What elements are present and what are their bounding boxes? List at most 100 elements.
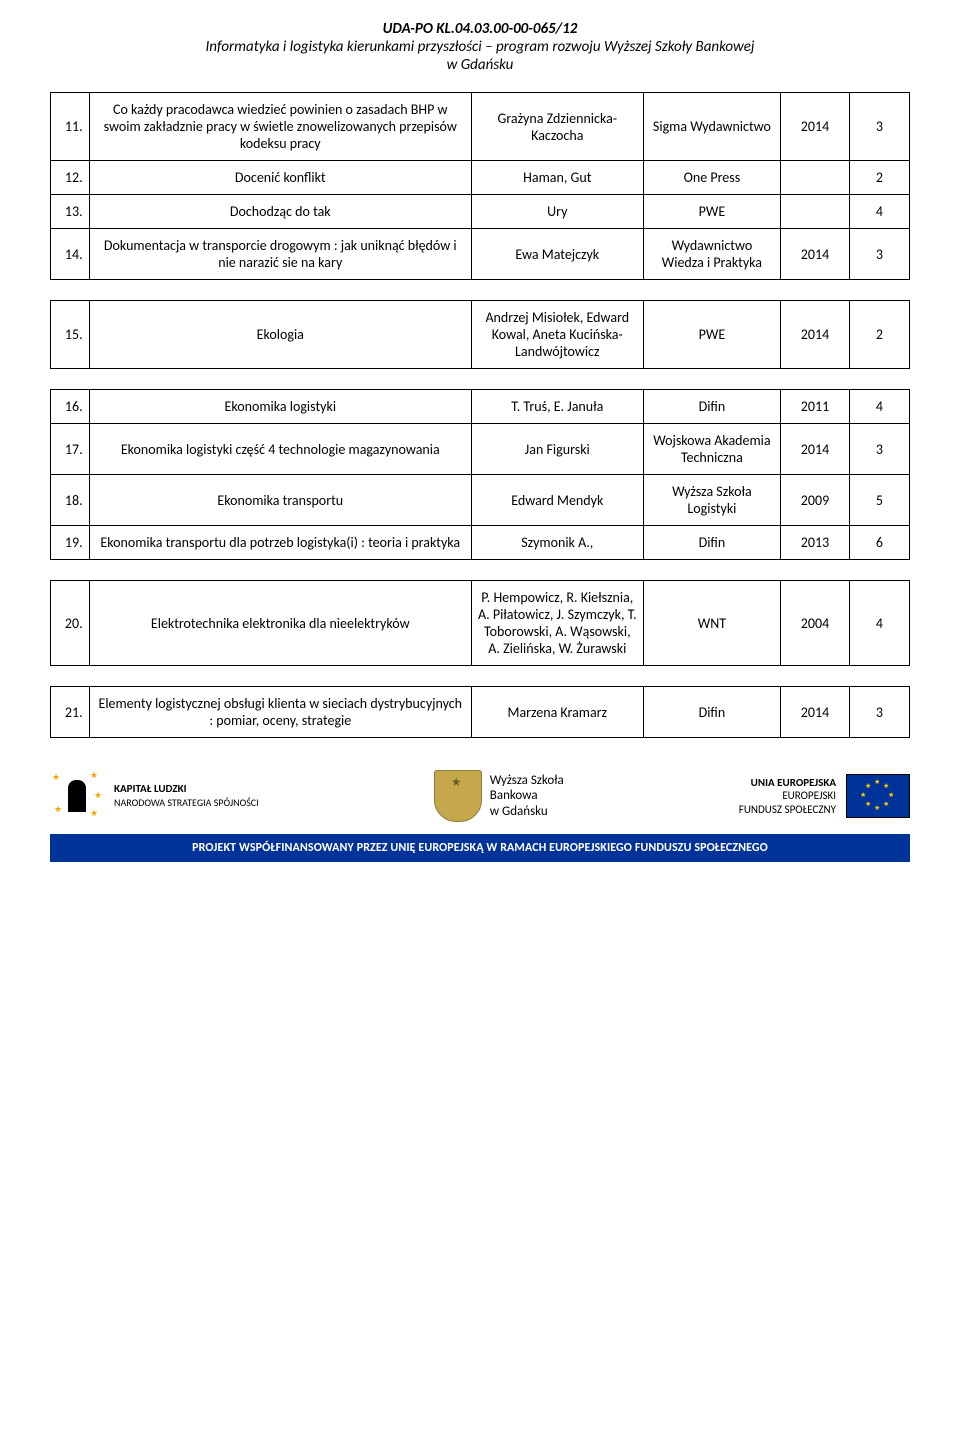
book-title: Docenić konflikt bbox=[89, 161, 471, 195]
book-year bbox=[781, 195, 850, 229]
footer-logos: ★ ★ ★ ★ ★ KAPITAŁ LUDZKI NARODOWA STRATE… bbox=[50, 768, 910, 824]
book-publisher: PWE bbox=[643, 301, 780, 369]
book-quantity: 4 bbox=[849, 390, 909, 424]
book-table-4: 20.Elektrotechnika elektronika dla nieel… bbox=[50, 580, 910, 666]
table-row: 17.Ekonomika logistyki część 4 technolog… bbox=[51, 424, 910, 475]
table-row: 12.Docenić konfliktHaman, GutOne Press 2 bbox=[51, 161, 910, 195]
book-quantity: 5 bbox=[849, 475, 909, 526]
book-publisher: One Press bbox=[643, 161, 780, 195]
book-year: 2011 bbox=[781, 390, 850, 424]
book-quantity: 3 bbox=[849, 93, 909, 161]
book-quantity: 2 bbox=[849, 161, 909, 195]
book-author: Jan Figurski bbox=[471, 424, 643, 475]
book-year: 2009 bbox=[781, 475, 850, 526]
table-row: 18.Ekonomika transportuEdward MendykWyżs… bbox=[51, 475, 910, 526]
book-author: Haman, Gut bbox=[471, 161, 643, 195]
book-author: T. Truś, E. Januła bbox=[471, 390, 643, 424]
table-row: 19.Ekonomika transportu dla potrzeb logi… bbox=[51, 526, 910, 560]
book-title: Ekonomika transportu dla potrzeb logisty… bbox=[89, 526, 471, 560]
book-title: Ekonomika logistyki bbox=[89, 390, 471, 424]
book-author: Grażyna Zdziennicka-Kaczocha bbox=[471, 93, 643, 161]
shield-icon bbox=[434, 770, 482, 822]
project-funding-bar: PROJEKT WSPÓŁFINANSOWANY PRZEZ UNIĘ EURO… bbox=[50, 834, 910, 862]
row-number: 14. bbox=[51, 229, 90, 280]
table-row: 15.EkologiaAndrzej Misiołek, Edward Kowa… bbox=[51, 301, 910, 369]
wsb-line2: Bankowa bbox=[490, 788, 564, 804]
book-quantity: 3 bbox=[849, 229, 909, 280]
book-table-1: 11.Co każdy pracodawca wiedzieć powinien… bbox=[50, 92, 910, 280]
row-number: 19. bbox=[51, 526, 90, 560]
doc-id: UDA-PO KL.04.03.00-00-065/12 bbox=[50, 20, 910, 38]
book-year: 2014 bbox=[781, 93, 850, 161]
book-year: 2013 bbox=[781, 526, 850, 560]
book-year: 2014 bbox=[781, 687, 850, 738]
book-quantity: 2 bbox=[849, 301, 909, 369]
book-author: Szymonik A., bbox=[471, 526, 643, 560]
book-table-2: 15.EkologiaAndrzej Misiołek, Edward Kowa… bbox=[50, 300, 910, 369]
book-title: Elementy logistycznej obsługi klienta w … bbox=[89, 687, 471, 738]
row-number: 17. bbox=[51, 424, 90, 475]
book-publisher: Wyższa Szkoła Logistyki bbox=[643, 475, 780, 526]
book-year: 2004 bbox=[781, 581, 850, 666]
eu-logo: UNIA EUROPEJSKA EUROPEJSKI FUNDUSZ SPOŁE… bbox=[739, 774, 910, 818]
table-row: 11.Co każdy pracodawca wiedzieć powinien… bbox=[51, 93, 910, 161]
book-title: Elektrotechnika elektronika dla nieelekt… bbox=[89, 581, 471, 666]
row-number: 20. bbox=[51, 581, 90, 666]
table-row: 20.Elektrotechnika elektronika dla nieel… bbox=[51, 581, 910, 666]
book-quantity: 3 bbox=[849, 687, 909, 738]
book-year bbox=[781, 161, 850, 195]
book-year: 2014 bbox=[781, 301, 850, 369]
table-row: 21.Elementy logistycznej obsługi klienta… bbox=[51, 687, 910, 738]
book-table-3: 16.Ekonomika logistykiT. Truś, E. Januła… bbox=[50, 389, 910, 560]
book-publisher: Wojskowa Akademia Techniczna bbox=[643, 424, 780, 475]
row-number: 18. bbox=[51, 475, 90, 526]
book-author: Ury bbox=[471, 195, 643, 229]
row-number: 15. bbox=[51, 301, 90, 369]
eu-line1: UNIA EUROPEJSKA bbox=[739, 776, 836, 789]
eu-line2: EUROPEJSKI bbox=[739, 789, 836, 802]
kl-subtitle: NARODOWA STRATEGIA SPÓJNOŚCI bbox=[114, 796, 259, 809]
book-publisher: Difin bbox=[643, 526, 780, 560]
book-publisher: Difin bbox=[643, 390, 780, 424]
book-quantity: 4 bbox=[849, 581, 909, 666]
book-title: Dochodząc do tak bbox=[89, 195, 471, 229]
wsb-logo: Wyższa Szkoła Bankowa w Gdańsku bbox=[434, 770, 564, 822]
book-publisher: Difin bbox=[643, 687, 780, 738]
book-year: 2014 bbox=[781, 424, 850, 475]
row-number: 16. bbox=[51, 390, 90, 424]
row-number: 13. bbox=[51, 195, 90, 229]
book-title: Ekonomika logistyki część 4 technologie … bbox=[89, 424, 471, 475]
book-publisher: Wydawnictwo Wiedza i Praktyka bbox=[643, 229, 780, 280]
book-table-5: 21.Elementy logistycznej obsługi klienta… bbox=[50, 686, 910, 738]
book-quantity: 4 bbox=[849, 195, 909, 229]
book-author: Andrzej Misiołek, Edward Kowal, Aneta Ku… bbox=[471, 301, 643, 369]
book-author: Edward Mendyk bbox=[471, 475, 643, 526]
doc-subtitle-1: Informatyka i logistyka kierunkami przys… bbox=[50, 38, 910, 56]
table-row: 13.Dochodząc do takUryPWE 4 bbox=[51, 195, 910, 229]
row-number: 21. bbox=[51, 687, 90, 738]
book-title: Co każdy pracodawca wiedzieć powinien o … bbox=[89, 93, 471, 161]
wsb-line3: w Gdańsku bbox=[490, 804, 564, 820]
book-title: Dokumentacja w transporcie drogowym : ja… bbox=[89, 229, 471, 280]
row-number: 12. bbox=[51, 161, 90, 195]
kapital-ludzki-logo: ★ ★ ★ ★ ★ KAPITAŁ LUDZKI NARODOWA STRATE… bbox=[50, 768, 259, 824]
book-quantity: 6 bbox=[849, 526, 909, 560]
book-quantity: 3 bbox=[849, 424, 909, 475]
book-year: 2014 bbox=[781, 229, 850, 280]
table-row: 16.Ekonomika logistykiT. Truś, E. Januła… bbox=[51, 390, 910, 424]
wsb-line1: Wyższa Szkoła bbox=[490, 773, 564, 789]
doc-subtitle-2: w Gdańsku bbox=[50, 56, 910, 74]
table-row: 14.Dokumentacja w transporcie drogowym :… bbox=[51, 229, 910, 280]
row-number: 11. bbox=[51, 93, 90, 161]
book-title: Ekonomika transportu bbox=[89, 475, 471, 526]
book-publisher: PWE bbox=[643, 195, 780, 229]
eu-flag-icon: ★ ★ ★ ★ ★ ★ ★ ★ bbox=[846, 774, 910, 818]
book-author: P. Hempowicz, R. Kiełsznia, A. Piłatowic… bbox=[471, 581, 643, 666]
book-title: Ekologia bbox=[89, 301, 471, 369]
book-publisher: Sigma Wydawnictwo bbox=[643, 93, 780, 161]
kl-title: KAPITAŁ LUDZKI bbox=[114, 783, 259, 796]
document-header: UDA-PO KL.04.03.00-00-065/12 Informatyka… bbox=[50, 20, 910, 74]
book-author: Ewa Matejczyk bbox=[471, 229, 643, 280]
eu-line3: FUNDUSZ SPOŁECZNY bbox=[739, 803, 836, 816]
book-publisher: WNT bbox=[643, 581, 780, 666]
